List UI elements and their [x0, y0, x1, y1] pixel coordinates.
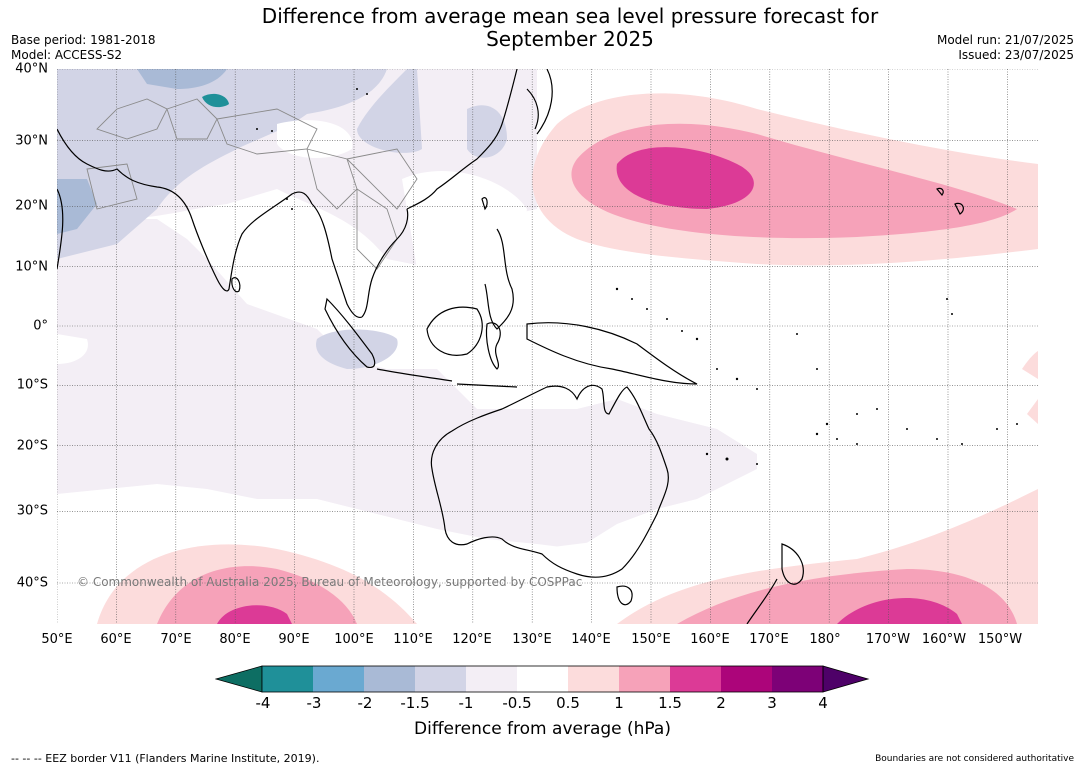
colorbar-segment: [466, 666, 517, 692]
lon-label: 170°W: [865, 632, 911, 647]
meta-left: Base period: 1981-2018 Model: ACCESS-S2: [11, 33, 156, 63]
near-average-areas: [57, 120, 1038, 589]
colorbar-extend-high: [822, 665, 870, 693]
lon-label: 90°E: [278, 632, 310, 647]
map-title: Difference from average mean sea level p…: [220, 5, 920, 51]
lon-label: 150°W: [977, 632, 1023, 647]
issued-date: Issued: 23/07/2025: [958, 48, 1074, 62]
positive-anomaly-southern-ocean: [97, 351, 1038, 624]
colorbar-tick: 2: [716, 694, 726, 712]
lat-label: 10°S: [16, 377, 48, 393]
lon-label: 140°E: [571, 632, 611, 647]
lat-label: 20°S: [16, 438, 48, 454]
lon-label: 60°E: [100, 632, 132, 647]
lat-label: 10°N: [15, 259, 48, 275]
lat-label: 30°S: [16, 503, 48, 519]
colorbar-tick: 4: [818, 694, 828, 712]
lon-label: 50°E: [41, 632, 73, 647]
graticule: [57, 69, 1038, 624]
colorbar-segment: [619, 666, 670, 692]
colorbar-segment: [721, 666, 772, 692]
colorbar-tick: 3: [767, 694, 777, 712]
colorbar: [215, 665, 870, 693]
lon-label: 160°W: [921, 632, 967, 647]
coastlines: [57, 69, 964, 624]
colorbar-label: Difference from average (hPa): [414, 719, 671, 739]
positive-anomaly-north-pacific: [532, 93, 1038, 266]
colorbar-outline: [261, 665, 824, 693]
model-run: Model run: 21/07/2025: [936, 33, 1074, 47]
lon-label: 110°E: [393, 632, 433, 647]
country-borders: [86, 98, 418, 270]
lon-label: 70°E: [160, 632, 192, 647]
colorbar-tick: 0.5: [556, 694, 580, 712]
colorbar-segment: [517, 666, 568, 692]
lon-label: 160°E: [690, 632, 730, 647]
boundaries-disclaimer: Boundaries are not considered authoritat…: [875, 754, 1074, 764]
colorbar-extend-low: [215, 665, 263, 693]
colorbar-segment: [364, 666, 415, 692]
title-line-1: Difference from average mean sea level p…: [261, 4, 879, 28]
colorbar-tick: 1.5: [658, 694, 682, 712]
lat-label: 30°N: [15, 133, 48, 149]
colorbar-tick: -4: [255, 694, 271, 712]
lat-label: 40°S: [16, 575, 48, 591]
colorbar-tick: -2: [357, 694, 373, 712]
meta-right: Model run: 21/07/2025 Issued: 23/07/2025: [937, 33, 1074, 63]
colorbar-segment: [568, 666, 619, 692]
lat-label: 40°N: [15, 61, 48, 77]
eez-legend-note: -- -- -- EEZ border V11 (Flanders Marine…: [11, 752, 320, 765]
colorbar-tick: 1: [614, 694, 624, 712]
colorbar-segment: [262, 666, 313, 692]
lon-label: 120°E: [452, 632, 492, 647]
lon-label: 80°E: [219, 632, 251, 647]
lon-label: 100°E: [334, 632, 374, 647]
lat-label: 0°: [33, 318, 48, 334]
colorbar-tick: -3: [306, 694, 322, 712]
lon-label: 130°E: [512, 632, 552, 647]
copyright-notice: © Commonwealth of Australia 2025, Bureau…: [77, 575, 583, 589]
lon-label: 180°: [809, 632, 841, 647]
lat-label: 20°N: [15, 198, 48, 214]
colorbar-segment: [415, 666, 466, 692]
colorbar-segment: [772, 666, 823, 692]
colorbar-tick: -1: [458, 694, 474, 712]
colorbar-tick: -0.5: [502, 694, 532, 712]
pressure-anomaly-map: [57, 69, 1038, 624]
lon-label: 170°E: [749, 632, 789, 647]
title-line-2: September 2025: [486, 27, 654, 51]
colorbar-segment: [670, 666, 721, 692]
colorbar-segment: [313, 666, 364, 692]
base-period: Base period: 1981-2018: [11, 33, 156, 47]
lon-label: 150°E: [631, 632, 671, 647]
pacific-islands: [256, 88, 1018, 465]
model-name: Model: ACCESS-S2: [11, 48, 123, 62]
colorbar-tick: -1.5: [400, 694, 430, 712]
